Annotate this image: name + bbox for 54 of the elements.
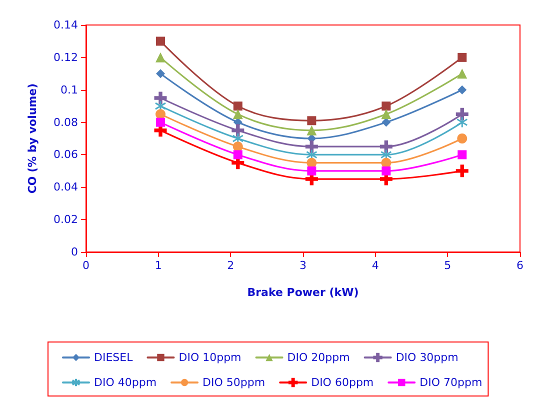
point [305, 140, 318, 153]
point [307, 116, 316, 126]
y-tick-label: 0.02 [54, 213, 78, 226]
y-axis-title: CO (% by volume) [26, 83, 39, 194]
x-axis-title: Brake Power (kW) [247, 286, 359, 299]
x-tick-label: 2 [227, 259, 234, 272]
point [456, 116, 468, 128]
point [382, 166, 391, 176]
point [306, 125, 317, 136]
y-tick-label: 0.1 [60, 83, 78, 96]
point [156, 118, 166, 127]
x-tick-label: 1 [154, 259, 162, 272]
point [156, 69, 166, 78]
point [156, 109, 166, 120]
point [154, 92, 167, 104]
point [457, 68, 468, 79]
legend-label: DIO 40ppm [94, 376, 157, 389]
point [457, 134, 468, 144]
point [233, 150, 242, 160]
point [458, 52, 467, 62]
point [232, 142, 243, 152]
point [307, 166, 316, 176]
legend-label: DIO 60ppm [311, 376, 374, 389]
x-tick-label: 0 [82, 259, 90, 272]
legend-label: DIESEL [94, 351, 134, 364]
y-tick-label: 0.04 [54, 180, 78, 194]
y-tick-label: 0.12 [54, 50, 78, 64]
legend-label: DIO 30ppm [396, 351, 458, 364]
point [156, 52, 166, 62]
x-tick-label: 6 [516, 259, 524, 272]
legend-label: DIO 50ppm [202, 376, 266, 389]
point [232, 109, 243, 120]
y-tick-label: 0.14 [54, 18, 78, 32]
x-tick-label: 4 [372, 259, 379, 272]
legend-label: DIO 70ppm [420, 376, 482, 389]
point [456, 164, 468, 178]
point [458, 150, 467, 160]
point [233, 102, 242, 111]
point [380, 140, 392, 153]
point [306, 158, 317, 168]
point [382, 102, 391, 111]
legend-label: DIO 10ppm [178, 351, 242, 364]
x-tick-label: 5 [444, 259, 452, 272]
point [381, 109, 392, 120]
y-tick-label: 0 [71, 246, 78, 258]
point [456, 108, 468, 120]
legend-label: DIO 20ppm [287, 351, 350, 364]
y-tick-label: 0.06 [54, 148, 78, 162]
point [381, 158, 392, 168]
point [458, 85, 467, 94]
y-tick-label: 0.08 [54, 116, 78, 129]
point [156, 36, 166, 46]
x-tick-label: 3 [300, 259, 306, 272]
point [232, 124, 244, 137]
